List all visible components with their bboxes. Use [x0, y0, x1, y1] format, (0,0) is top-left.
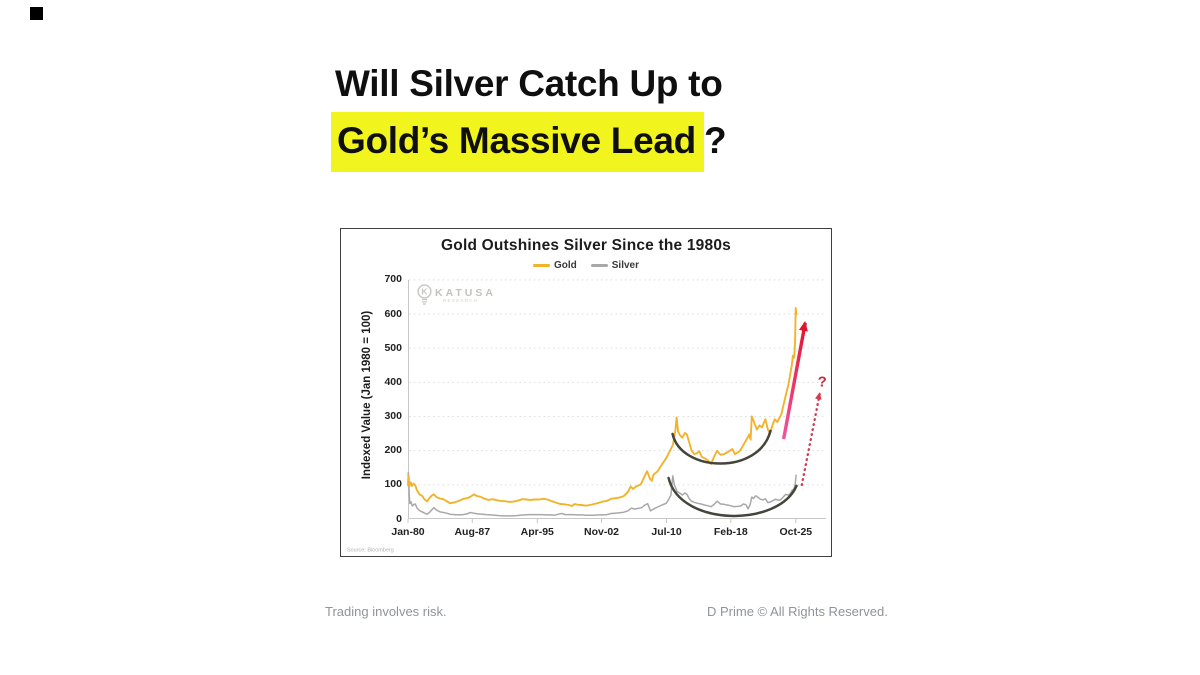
source-note: Source: Bloomberg — [347, 547, 394, 553]
legend-item-gold: Gold — [532, 260, 577, 271]
headline-question-mark: ? — [703, 120, 727, 161]
legend-label-gold: Gold — [553, 260, 577, 271]
silver-basing-arc — [667, 476, 798, 518]
x-tick-label: Jul-10 — [651, 526, 682, 538]
headline-line-1: Will Silver Catch Up to — [335, 63, 723, 104]
gold-line — [407, 306, 798, 507]
corner-mark — [30, 7, 43, 20]
watermark-sub: RESEARCH — [443, 299, 479, 304]
question-mark: ? — [818, 374, 827, 391]
legend-swatch-silver — [590, 264, 608, 267]
x-tick-label: Oct-25 — [779, 526, 813, 538]
silver-line — [407, 472, 797, 517]
legend-label-silver: Silver — [611, 260, 640, 271]
gold-breakout-arrow — [781, 322, 807, 440]
headline: Will Silver Catch Up to Gold’s Massive L… — [331, 58, 727, 172]
y-tick-label: 700 — [384, 273, 402, 286]
x-tick-label: Nov-02 — [584, 526, 620, 538]
x-tick-label: Apr-95 — [520, 526, 554, 538]
svg-text:K: K — [421, 287, 428, 297]
legend-item-silver: Silver — [590, 260, 640, 271]
y-axis-label: Indexed Value (Jan 1980 = 100) — [361, 310, 373, 480]
y-tick-label: 500 — [384, 341, 402, 354]
y-tick-label: 600 — [384, 307, 402, 320]
y-tick-label: 200 — [384, 444, 402, 457]
legend-swatch-gold — [532, 264, 550, 267]
y-tick-label: 100 — [384, 478, 402, 491]
chart-legend: Gold Silver — [341, 260, 831, 271]
silver-question-arrow — [800, 393, 821, 487]
copyright-text: D Prime © All Rights Reserved. — [707, 604, 888, 619]
disclaimer-text: Trading involves risk. — [325, 604, 447, 619]
headline-highlight: Gold’s Massive Lead — [331, 112, 704, 172]
katusa-watermark: K KATUSA RESEARCH — [417, 284, 496, 308]
headline-line-2: Gold’s Massive Lead? — [331, 112, 727, 172]
plot-area: ? — [407, 279, 827, 523]
y-tick-label: 0 — [396, 512, 402, 525]
watermark-text: KATUSA RESEARCH — [435, 287, 496, 305]
gold-breakout-arrow-head — [798, 320, 808, 332]
y-tick-label: 300 — [384, 410, 402, 422]
gold-basing-arc — [671, 429, 772, 465]
chart-title: Gold Outshines Silver Since the 1980s — [441, 237, 731, 254]
x-tick-label: Jan-80 — [391, 526, 425, 538]
chart-card: Gold Outshines Silver Since the 1980s Go… — [340, 228, 832, 557]
lightbulb-icon: K — [417, 284, 432, 305]
silver-question-arrow-head — [815, 392, 822, 400]
x-tick-label: Feb-18 — [713, 526, 748, 538]
x-tick-label: Aug-87 — [454, 526, 491, 538]
y-tick-label: 400 — [384, 375, 402, 388]
watermark-brand: KATUSA — [435, 287, 496, 299]
